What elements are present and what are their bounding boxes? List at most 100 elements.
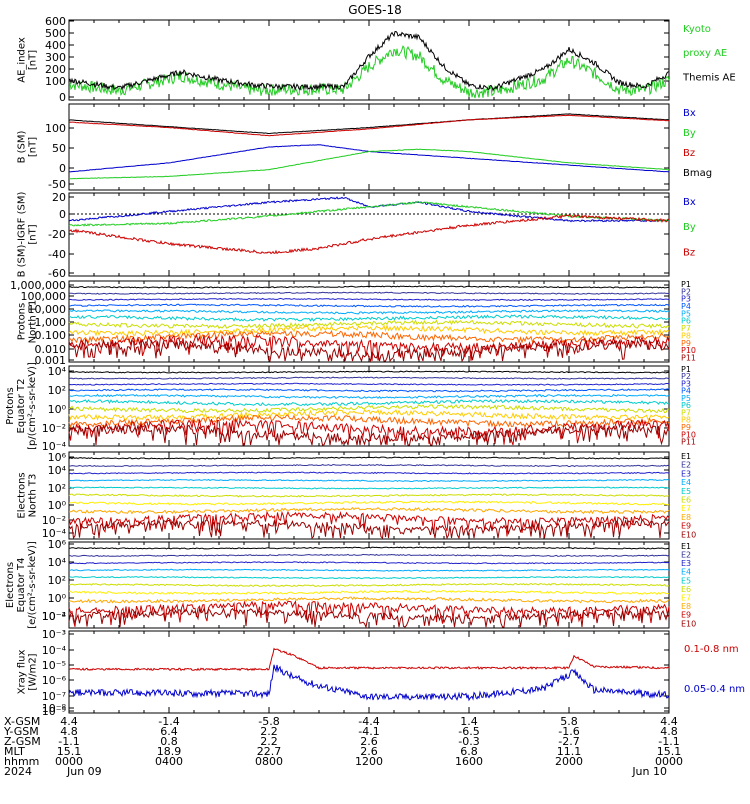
panel-frame	[68, 192, 670, 277]
legend-entry: P6	[681, 401, 691, 410]
axis-value: 5.8	[560, 715, 578, 728]
legend-entry: E2	[681, 461, 691, 470]
axis-value: 2000	[555, 755, 583, 768]
y-tick-label: 10⁰	[48, 403, 67, 416]
y-tick-label: 10⁻⁵	[42, 659, 66, 672]
panel-frame	[68, 19, 670, 101]
panel-bi: 20 0 -20 -40 -60 B (SM)-IGRF (SM)[nT] Bx By Bz	[17, 191, 696, 280]
y-tick-label: 500	[45, 27, 66, 40]
legend-entry: Bx	[683, 197, 696, 208]
axis-value: 2.2	[260, 735, 278, 748]
axis-value: Jun 09	[66, 765, 102, 778]
y-tick-label: 1,000	[35, 316, 67, 329]
legend-entry: P10	[681, 430, 696, 439]
y-tick-label: 100,000	[21, 290, 67, 303]
y-tick-label: 300	[45, 51, 66, 64]
legend-entry: Bmag	[683, 168, 712, 179]
y-tick-label: -40	[48, 248, 66, 261]
y-tick-label: 10⁻⁴	[42, 610, 67, 623]
y-tick-label: 10⁰	[48, 592, 67, 605]
y-axis-label-line: [nT]	[28, 224, 39, 244]
axis-value: 15.1	[57, 745, 82, 758]
y-axis-label-line: B (SM)	[17, 130, 28, 163]
y-tick-label: 10⁶	[48, 451, 67, 464]
axis-row-label: X-GSM	[4, 715, 40, 728]
panel-e2: 10⁶ 10⁴ 10² 10⁰ 10⁻²10⁻⁴ ElectronsEquator T4[…	[5, 538, 696, 629]
axis-value: 0800	[255, 755, 283, 768]
legend-entry: P11	[681, 438, 696, 447]
proxy-ae-line	[68, 45, 670, 99]
legend-entry: E10	[681, 530, 696, 539]
channel-E10-line	[68, 607, 670, 629]
y-axis-label: B (SM)-IGRF (SM)[nT]	[17, 192, 39, 278]
channel-P5-line	[68, 393, 670, 400]
panel-p2: 10⁴ 10² 10⁰ 10⁻² 10⁻⁴ ProtonsEquator T2[p/(cm…	[5, 362, 696, 453]
legend-entry: P5	[681, 309, 691, 318]
plot-title: GOES-18	[348, 3, 402, 17]
channel-P6-line	[68, 398, 670, 407]
legend-entry: E5	[681, 487, 691, 496]
by-line	[69, 148, 670, 180]
legend-entry: P7	[681, 408, 691, 417]
y-tick-label: 10⁻⁴	[42, 440, 67, 453]
legend-entry: E5	[681, 576, 691, 585]
channel-E6-line	[68, 582, 670, 588]
y-tick-label: 10⁻⁸	[42, 702, 67, 715]
y-axis-label-line: AE_index	[17, 37, 28, 83]
legend-entry: E3	[681, 559, 691, 568]
axis-value: 0400	[155, 755, 183, 768]
legend-entry: P10	[681, 346, 696, 355]
panel-frame	[68, 630, 670, 714]
y-axis-label-line: [p/(cm²-s-sr-keV)]	[27, 362, 38, 450]
y-tick-label: 100	[45, 122, 66, 135]
y-tick-label: 10²	[48, 482, 66, 495]
y-tick-label: 10⁻⁹	[42, 705, 66, 718]
legend-entry: proxy AE	[683, 48, 727, 59]
channel-P4-line	[68, 303, 670, 308]
axis-value: -6.5	[458, 725, 479, 738]
channel-P4-line	[68, 388, 670, 393]
y-axis-label-line: Protons	[17, 303, 28, 340]
y-tick-label: 10⁻²	[42, 422, 66, 435]
y-axis-label: ElectronsEquator T4[e/(cm²-s-sr-keV)]	[5, 541, 38, 629]
y-axis-label: ProtonsNorth T1	[17, 300, 39, 344]
legend-entry: E6	[681, 495, 691, 504]
axis-row-label: 2024	[4, 765, 32, 778]
y-axis-label-line: Electrons	[5, 562, 16, 608]
legend-entry: P4	[681, 302, 691, 311]
y-axis-label-line: Equator T4	[16, 558, 27, 613]
y-tick-label: 10⁶	[48, 538, 67, 551]
y-tick-label: 0.001	[35, 354, 67, 367]
axis-value: -4.1	[358, 725, 379, 738]
y-tick-label: 0	[59, 162, 66, 175]
legend-entry: P3	[681, 379, 691, 388]
channel-P5-line	[68, 309, 670, 315]
legend-entry: E6	[681, 585, 691, 594]
axis-value: 22.7	[257, 745, 282, 758]
y-tick-label: 10⁻⁶	[42, 674, 67, 687]
legend-entry: E8	[681, 602, 691, 611]
y-axis-label: B (SM)[nT]	[17, 130, 39, 163]
channel-E8-line	[68, 506, 670, 515]
y-tick-label: 0	[59, 208, 66, 221]
channel-P9-line	[68, 329, 670, 345]
y-axis-label-line: [nT]	[28, 137, 39, 157]
y-tick-label: 10⁴	[48, 464, 67, 477]
legend-entry: P2	[681, 372, 691, 381]
channel-E7-line	[69, 589, 670, 595]
axis-value: 11.1	[557, 745, 582, 758]
y-tick-label: -50	[48, 178, 66, 191]
legend-entry: Bz	[683, 247, 695, 258]
y-tick-label: 10⁰	[48, 499, 67, 512]
channel-E9-line	[68, 599, 670, 627]
legend-entry: Bx	[683, 108, 696, 119]
y-tick-label: 600	[45, 15, 66, 28]
legend-entry: Bz	[683, 148, 695, 159]
y-tick-label: -60	[48, 267, 66, 280]
y-tick-label: -20	[48, 228, 66, 241]
bz-line	[68, 114, 670, 137]
y-axis-label: ProtonsEquator T2[p/(cm²-s-sr-keV)]	[5, 362, 38, 450]
panels-group: 6005004003002001000AE_index[nT]Kyotoprox…	[5, 15, 745, 718]
axis-row-label: Y-GSM	[3, 725, 39, 738]
